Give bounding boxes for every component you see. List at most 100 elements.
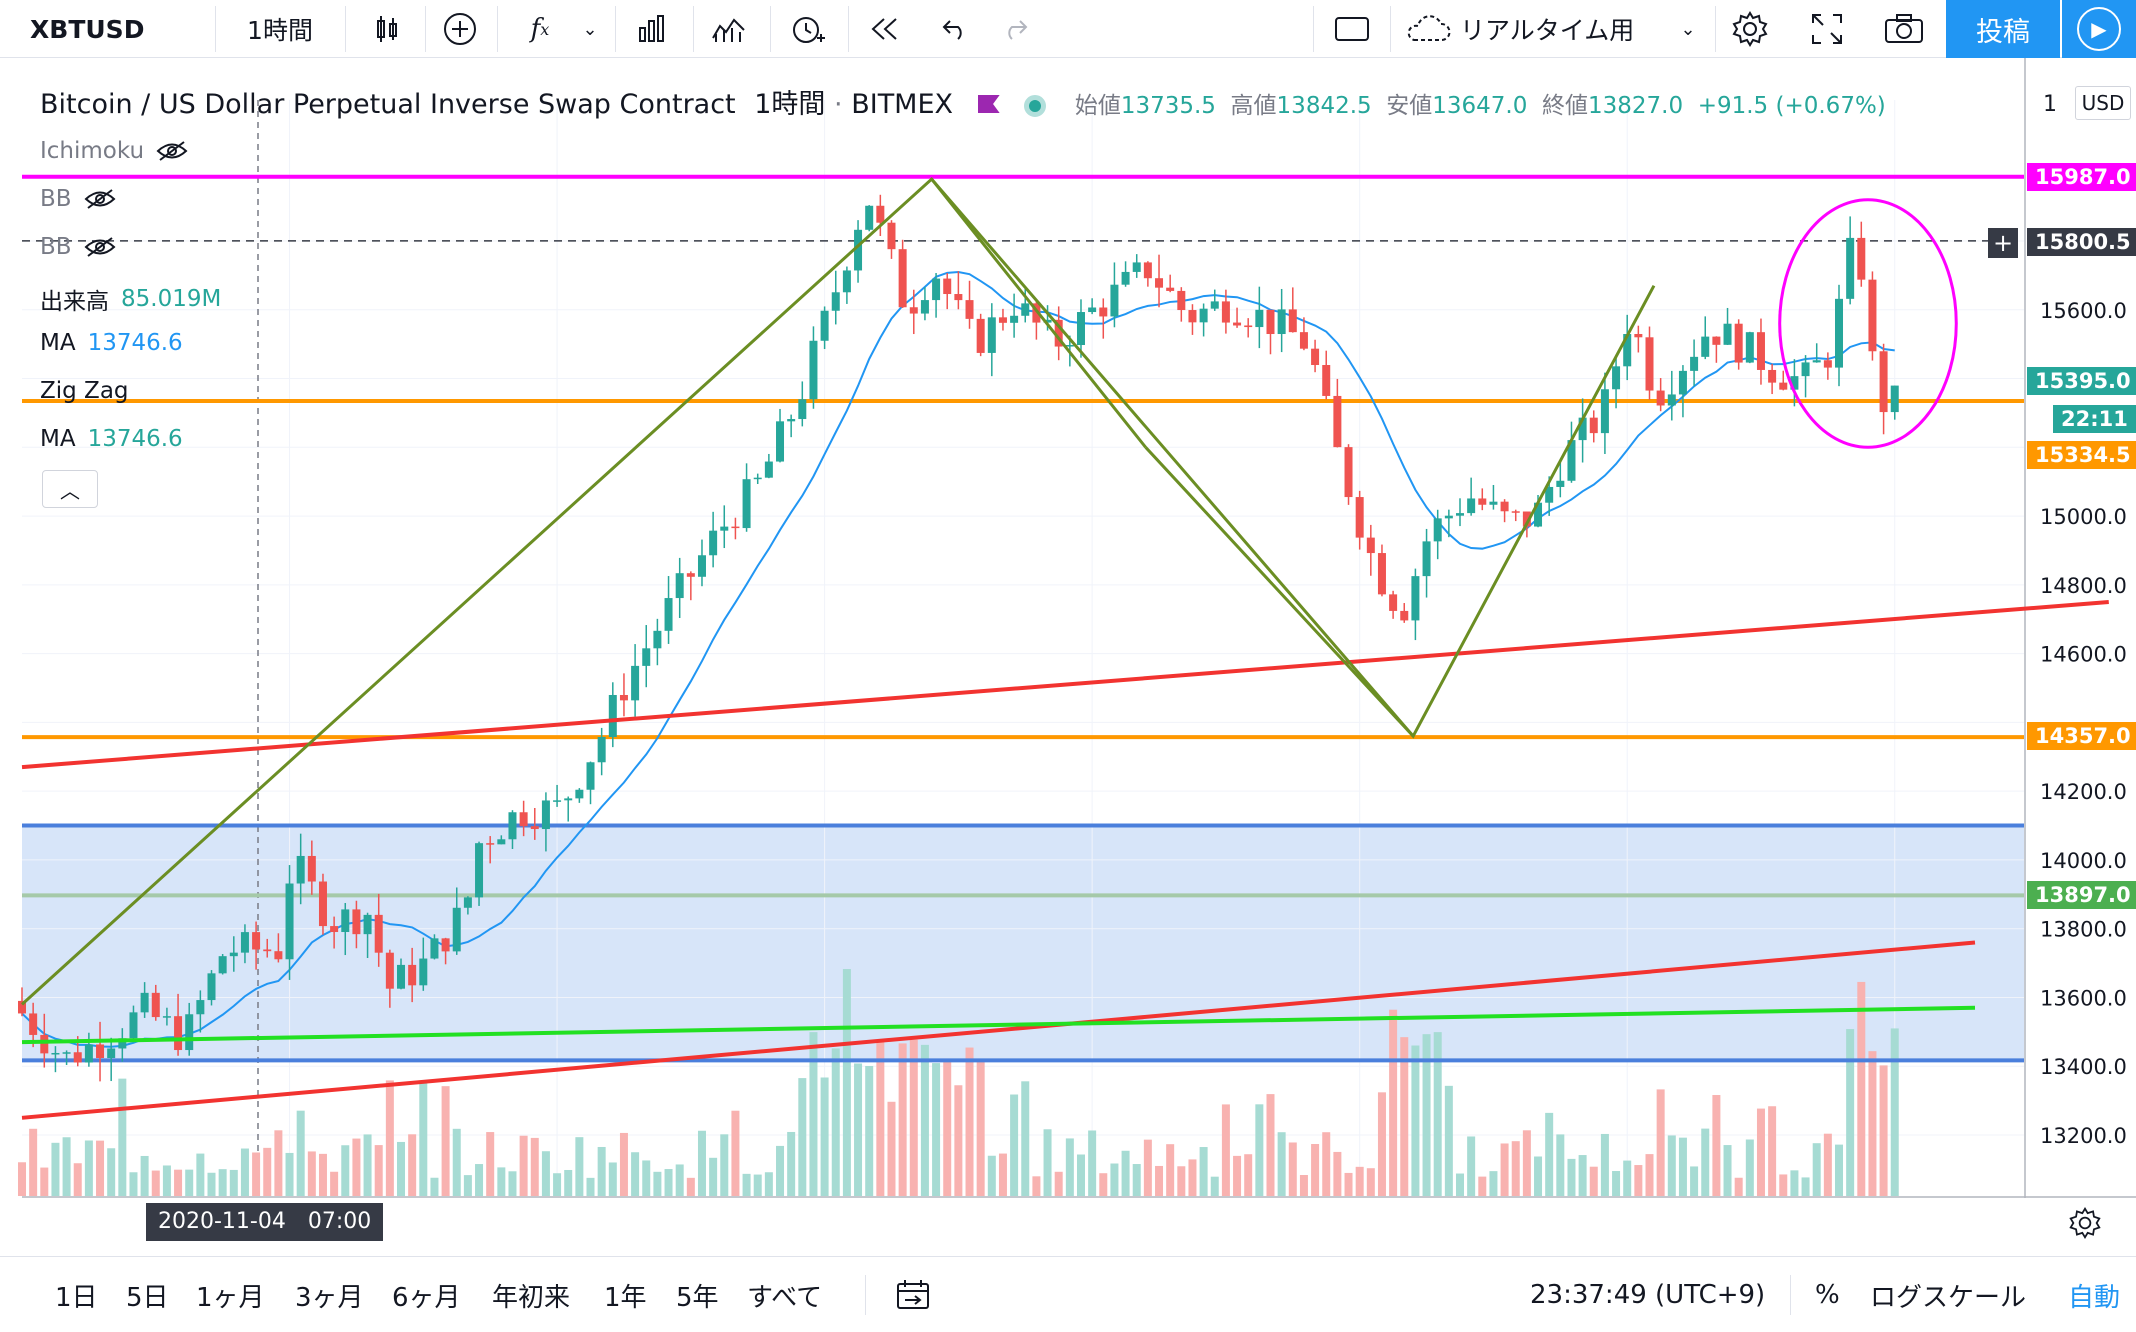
volume-bar [1823,1133,1832,1196]
candle-body [1612,366,1621,390]
realtime-button[interactable]: リアルタイム用 [1460,16,1635,45]
range-5y[interactable]: 5年 [676,1282,719,1313]
price-chart[interactable]: 13200.0 13400.0 13600.0 13800.0 14000.0 14200… [0,58,2136,1198]
range-ytd[interactable]: 年初来 [492,1282,571,1313]
percent-toggle[interactable]: % [1815,1280,1840,1310]
indicator-bb-2[interactable]: BB [40,234,116,260]
candle-body [1389,594,1398,611]
indicator-name: Zig Zag [40,378,129,404]
candle-body [1010,315,1019,323]
candles-icon[interactable] [355,0,419,58]
rectangle-icon[interactable] [1320,0,1384,58]
candle-body [274,951,283,960]
indicator-bb-1[interactable]: BB [40,186,116,212]
camera-icon[interactable] [1872,0,1936,58]
range-3m[interactable]: 3ヶ月 [295,1282,364,1313]
volume-bar [1790,1170,1799,1196]
add-line-icon[interactable]: + [1988,228,2018,258]
candle-body [1545,486,1554,503]
auto-scale-toggle[interactable]: 自動 [2068,1282,2121,1313]
volume-bar [1299,1175,1308,1196]
volume-bar [541,1151,550,1196]
symbol-search[interactable]: XBTUSD [30,14,145,44]
post-button[interactable]: 投稿 [1946,0,2060,58]
volume-bar [854,1063,863,1196]
candle-body [285,883,294,960]
log-scale-toggle[interactable]: ログスケール [1870,1282,2027,1313]
range-5d[interactable]: 5日 [126,1282,169,1313]
volume-bar [1065,1138,1074,1196]
volume-bar [1634,1165,1643,1196]
chevron-down-icon[interactable]: ⌄ [1680,18,1696,40]
bar-pattern-icon[interactable] [697,0,761,58]
undo-icon[interactable] [925,0,985,58]
candle-body [898,249,907,308]
volume-bar [419,1082,428,1196]
collapse-legend-button[interactable]: ︿ [42,470,98,508]
volume-bar [129,1172,138,1196]
candle-body [51,1052,60,1055]
candle-body [564,798,573,801]
gear-icon[interactable] [2068,1206,2102,1240]
chart-area[interactable]: 13200.0 13400.0 13600.0 13800.0 14000.0 14200… [0,58,2136,1198]
range-6m[interactable]: 6ヶ月 [392,1282,461,1313]
volume-bar [62,1137,71,1196]
eye-hidden-icon[interactable] [156,140,188,162]
candle-body [1099,307,1108,317]
indicator-name: BB [40,234,72,260]
candle-body [1567,440,1576,481]
candle-body [1890,385,1899,413]
candle-body [1188,310,1197,323]
alert-icon[interactable] [775,0,839,58]
indicator-ma-2[interactable]: MA 13746.6 [40,426,183,452]
volume-bar [831,1048,840,1196]
range-1m[interactable]: 1ヶ月 [196,1282,265,1313]
y-tick-label: 14800.0 [2040,574,2127,598]
fullscreen-icon[interactable] [1795,0,1859,58]
price-label-last: 15395.0 [2027,367,2136,395]
range-1d[interactable]: 1日 [55,1282,98,1313]
replay-icon[interactable] [852,0,916,58]
candle-body [553,800,562,802]
indicator-zigzag[interactable]: Zig Zag [40,378,129,404]
candle-body [385,952,394,989]
volume-bar [1377,1092,1386,1196]
redo-icon[interactable] [985,0,1045,58]
candle-body [151,992,160,1018]
candle-body [597,736,606,763]
volume-bar [575,1137,584,1196]
candle-body [1678,370,1687,395]
y-tick-label: 13800.0 [2040,918,2127,942]
volume-bar [352,1138,361,1196]
candle-body [764,461,773,478]
symbol-title[interactable]: Bitcoin / US Dollar Perpetual Inverse Sw… [40,89,736,120]
candle-body [1277,309,1286,335]
volume-bar [1233,1155,1242,1196]
range-all[interactable]: すべて [747,1282,823,1313]
volume-bar [976,1059,985,1196]
gear-icon[interactable] [1718,0,1782,58]
volume-bar [1244,1154,1253,1196]
indicator-ichimoku[interactable]: Ichimoku [40,138,188,164]
volume-bar [1745,1139,1754,1196]
indicator-ma-1[interactable]: MA 13746.6 [40,330,183,356]
date-range-icon[interactable] [895,1257,931,1332]
flag-icon[interactable] [977,95,1000,113]
clock-time[interactable]: 23:37:49 (UTC+9) [1530,1280,1766,1310]
volume-bar [798,1078,807,1196]
templates-icon[interactable] [620,0,684,58]
interval-button[interactable]: 1時間 [247,16,313,45]
chevron-down-icon[interactable]: ⌄ [582,18,598,40]
currency-button[interactable]: USD [2075,86,2131,120]
eye-hidden-icon[interactable] [84,188,116,210]
volume-bar [653,1171,662,1196]
add-compare-icon[interactable] [428,0,492,58]
indicator-volume[interactable]: 出来高 85.019M [40,282,221,316]
eye-hidden-icon[interactable] [84,236,116,258]
play-button[interactable]: ▶ [2062,0,2136,58]
y-tick-label: 15600.0 [2040,299,2127,323]
cloud-icon[interactable] [1398,0,1458,58]
volume-bar [619,1132,628,1196]
range-1y[interactable]: 1年 [604,1282,647,1313]
